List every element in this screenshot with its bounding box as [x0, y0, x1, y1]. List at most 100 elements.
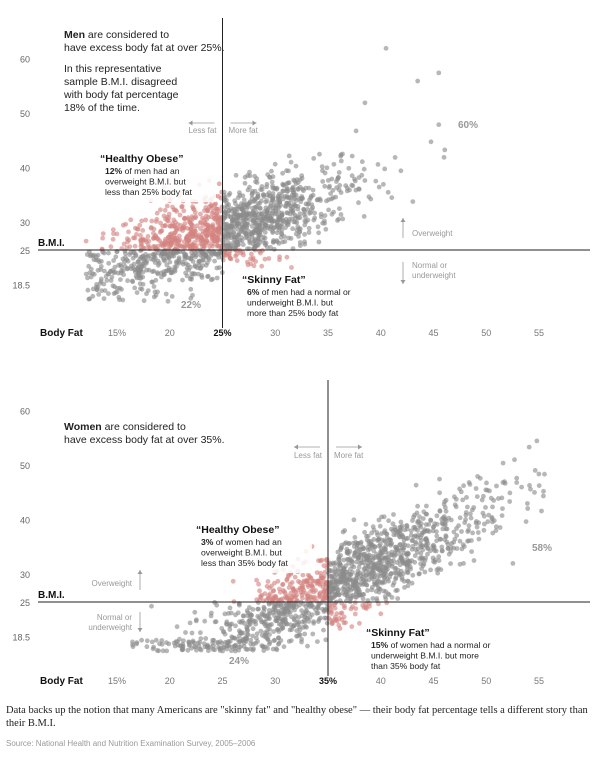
- data-point: [536, 483, 542, 488]
- data-point: [308, 575, 314, 581]
- data-point: [381, 588, 387, 594]
- data-point: [162, 207, 168, 213]
- data-point: [408, 528, 414, 534]
- data-point: [324, 165, 330, 171]
- data-point: [346, 165, 352, 171]
- data-point: [287, 603, 292, 609]
- data-point: [149, 603, 154, 609]
- data-point: [368, 542, 374, 547]
- data-point: [226, 252, 232, 258]
- data-point: [303, 214, 308, 220]
- data-point: [180, 641, 186, 647]
- data-point: [140, 228, 146, 233]
- data-point: [265, 225, 270, 231]
- data-point: [217, 648, 223, 653]
- data-point: [381, 181, 386, 187]
- data-point: [250, 214, 256, 220]
- data-point: [173, 230, 178, 235]
- data-point: [106, 291, 111, 296]
- data-point: [168, 233, 174, 239]
- data-point: [219, 230, 225, 236]
- data-point: [243, 204, 248, 210]
- data-point: [299, 175, 305, 181]
- data-point: [123, 221, 129, 227]
- skinny-fat-bg: [364, 626, 504, 674]
- data-point: [101, 296, 107, 301]
- data-point: [174, 209, 180, 214]
- data-point: [272, 580, 277, 586]
- data-point: [166, 211, 172, 217]
- data-point: [262, 619, 268, 625]
- data-point: [227, 638, 233, 644]
- data-point: [269, 179, 275, 185]
- data-point: [277, 257, 282, 263]
- data-point: [204, 217, 210, 222]
- data-point: [293, 163, 299, 169]
- data-point: [138, 286, 143, 291]
- data-point: [449, 541, 454, 546]
- data-point: [398, 568, 404, 574]
- data-point: [233, 623, 238, 629]
- data-point: [224, 619, 230, 625]
- data-point: [350, 592, 356, 598]
- data-point: [383, 596, 389, 602]
- data-point: [180, 277, 185, 283]
- normal-arrowhead: [400, 280, 406, 284]
- data-point: [261, 192, 266, 198]
- data-point: [525, 501, 530, 506]
- data-point: [111, 258, 116, 263]
- data-point: [394, 545, 400, 551]
- data-point: [231, 211, 237, 217]
- data-point: [336, 170, 342, 175]
- data-point: [299, 592, 305, 598]
- data-point: [119, 268, 124, 274]
- data-point: [246, 210, 252, 216]
- data-point: [315, 610, 321, 616]
- data-point: [259, 198, 264, 204]
- data-point: [303, 604, 309, 610]
- data-point: [315, 639, 320, 644]
- data-point: [280, 218, 286, 223]
- data-point: [284, 254, 290, 260]
- x-tick-label: 20: [165, 328, 175, 338]
- data-point: [166, 255, 172, 260]
- data-point: [405, 562, 411, 568]
- data-point: [127, 244, 133, 250]
- data-point: [84, 252, 90, 257]
- data-point: [539, 508, 544, 514]
- data-point: [352, 600, 358, 605]
- data-point: [182, 221, 188, 226]
- data-point: [85, 287, 91, 293]
- data-point: [182, 252, 188, 258]
- data-point: [194, 252, 200, 258]
- data-point: [375, 532, 380, 538]
- data-point: [212, 619, 218, 625]
- data-point: [243, 635, 249, 640]
- data-point: [296, 602, 302, 608]
- more-fat-arrowhead: [252, 120, 257, 126]
- data-point: [113, 254, 119, 260]
- data-point: [348, 606, 354, 612]
- y-tick-label: 60: [20, 406, 30, 416]
- data-point: [312, 210, 317, 216]
- data-point: [100, 235, 105, 241]
- data-point: [223, 640, 228, 645]
- data-point: [389, 195, 395, 201]
- data-point: [86, 263, 92, 269]
- data-point: [428, 139, 434, 145]
- data-point: [399, 558, 405, 564]
- data-point: [112, 264, 118, 270]
- data-point: [300, 572, 306, 578]
- data-point: [253, 621, 259, 627]
- data-point: [280, 618, 286, 623]
- data-point: [377, 523, 383, 529]
- data-point: [473, 486, 479, 491]
- data-point: [434, 529, 439, 534]
- data-point: [434, 533, 440, 539]
- data-point: [307, 197, 312, 203]
- data-point: [461, 483, 466, 489]
- data-point: [448, 561, 453, 566]
- data-point: [452, 536, 458, 542]
- data-point: [226, 192, 232, 198]
- data-point: [466, 538, 471, 544]
